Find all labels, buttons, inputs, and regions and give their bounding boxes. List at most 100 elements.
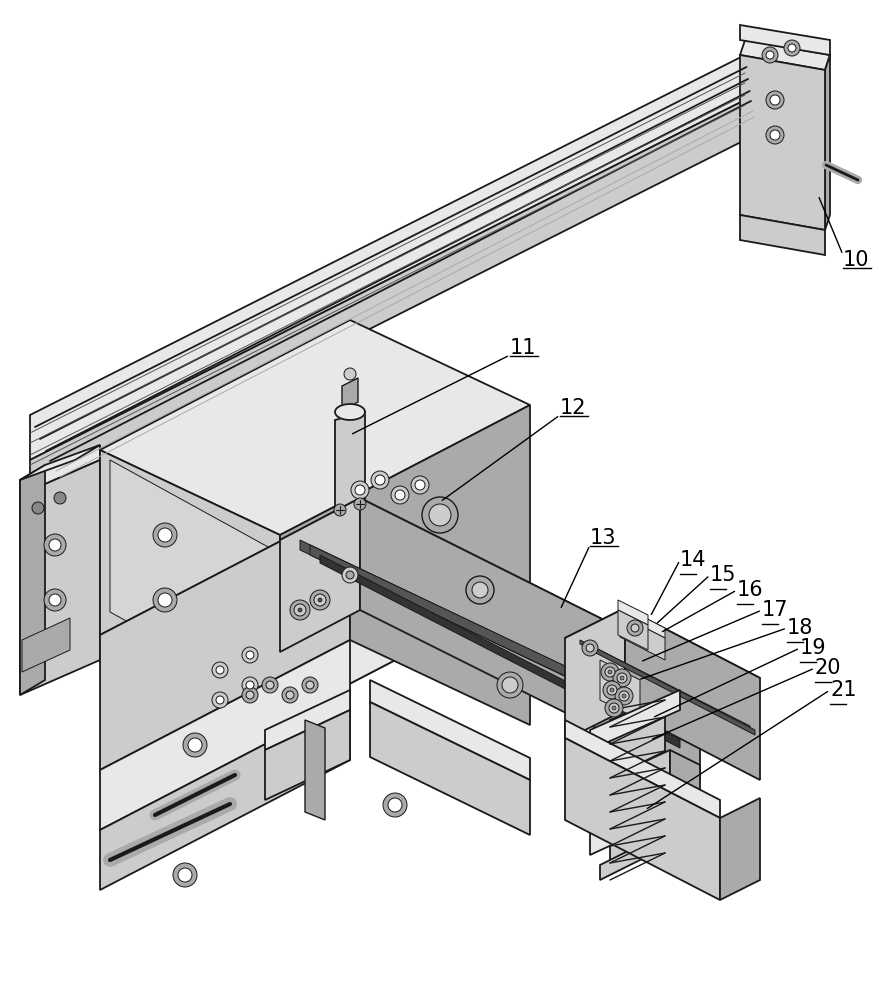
- Text: 13: 13: [590, 528, 617, 548]
- Polygon shape: [280, 498, 360, 652]
- Polygon shape: [590, 690, 680, 750]
- Polygon shape: [740, 215, 825, 255]
- Circle shape: [310, 590, 330, 610]
- Circle shape: [153, 588, 177, 612]
- Circle shape: [627, 620, 643, 636]
- Circle shape: [32, 502, 44, 514]
- Circle shape: [298, 608, 302, 612]
- Circle shape: [242, 677, 258, 693]
- Polygon shape: [330, 515, 370, 550]
- Polygon shape: [600, 835, 660, 880]
- Text: 15: 15: [710, 565, 737, 585]
- Polygon shape: [110, 460, 270, 700]
- Circle shape: [395, 490, 405, 500]
- Circle shape: [158, 593, 172, 607]
- Circle shape: [497, 672, 523, 698]
- Polygon shape: [370, 702, 530, 835]
- Polygon shape: [335, 404, 365, 420]
- Circle shape: [346, 571, 354, 579]
- Circle shape: [391, 486, 409, 504]
- Polygon shape: [100, 450, 280, 720]
- Circle shape: [415, 480, 425, 490]
- Polygon shape: [310, 545, 700, 740]
- Circle shape: [44, 534, 66, 556]
- Circle shape: [502, 677, 518, 693]
- Polygon shape: [740, 55, 825, 230]
- Polygon shape: [265, 690, 350, 750]
- Polygon shape: [320, 555, 680, 748]
- Polygon shape: [565, 608, 760, 708]
- Circle shape: [344, 368, 356, 380]
- Circle shape: [608, 670, 612, 674]
- Circle shape: [246, 651, 254, 659]
- Circle shape: [158, 528, 172, 542]
- Circle shape: [212, 692, 228, 708]
- Circle shape: [290, 600, 310, 620]
- Text: 17: 17: [762, 600, 789, 620]
- Circle shape: [784, 40, 800, 56]
- Circle shape: [607, 685, 617, 695]
- Circle shape: [770, 130, 780, 140]
- Circle shape: [422, 497, 458, 533]
- Circle shape: [49, 594, 61, 606]
- Circle shape: [173, 863, 197, 887]
- Polygon shape: [100, 505, 530, 720]
- Text: 19: 19: [800, 638, 827, 658]
- Circle shape: [766, 126, 784, 144]
- Circle shape: [354, 498, 366, 510]
- Circle shape: [246, 681, 254, 689]
- Polygon shape: [590, 645, 755, 735]
- Circle shape: [375, 475, 385, 485]
- Polygon shape: [610, 700, 665, 870]
- Polygon shape: [720, 798, 760, 900]
- Polygon shape: [100, 640, 350, 830]
- Circle shape: [355, 485, 365, 495]
- Circle shape: [609, 703, 619, 713]
- Circle shape: [788, 44, 796, 52]
- Circle shape: [262, 677, 278, 693]
- Circle shape: [153, 523, 177, 547]
- Circle shape: [266, 681, 274, 689]
- Polygon shape: [740, 40, 830, 70]
- Text: 14: 14: [680, 550, 707, 570]
- Circle shape: [605, 699, 623, 717]
- Circle shape: [622, 694, 626, 698]
- Polygon shape: [300, 540, 690, 736]
- Circle shape: [54, 492, 66, 504]
- Circle shape: [188, 738, 202, 752]
- Polygon shape: [590, 750, 670, 822]
- Circle shape: [302, 677, 318, 693]
- Circle shape: [282, 687, 298, 703]
- Circle shape: [183, 733, 207, 757]
- Polygon shape: [305, 720, 325, 820]
- Polygon shape: [344, 515, 356, 570]
- Circle shape: [334, 504, 346, 516]
- Text: 11: 11: [510, 338, 536, 358]
- Polygon shape: [618, 600, 648, 625]
- Polygon shape: [370, 680, 530, 780]
- Text: 12: 12: [560, 398, 586, 418]
- Text: 21: 21: [830, 680, 856, 700]
- Circle shape: [286, 691, 294, 699]
- Polygon shape: [620, 605, 665, 638]
- Polygon shape: [335, 412, 365, 530]
- Circle shape: [617, 673, 627, 683]
- Circle shape: [612, 706, 616, 710]
- Circle shape: [472, 582, 488, 598]
- Polygon shape: [600, 660, 640, 720]
- Circle shape: [318, 598, 322, 602]
- Polygon shape: [280, 498, 700, 710]
- Polygon shape: [618, 610, 648, 650]
- Circle shape: [212, 662, 228, 678]
- Circle shape: [294, 604, 306, 616]
- Circle shape: [603, 681, 621, 699]
- Circle shape: [44, 589, 66, 611]
- Circle shape: [601, 663, 619, 681]
- Circle shape: [615, 687, 633, 705]
- Polygon shape: [740, 25, 830, 55]
- Polygon shape: [825, 55, 830, 230]
- Circle shape: [766, 51, 774, 59]
- Polygon shape: [360, 498, 700, 780]
- Circle shape: [351, 481, 369, 499]
- Polygon shape: [20, 445, 100, 480]
